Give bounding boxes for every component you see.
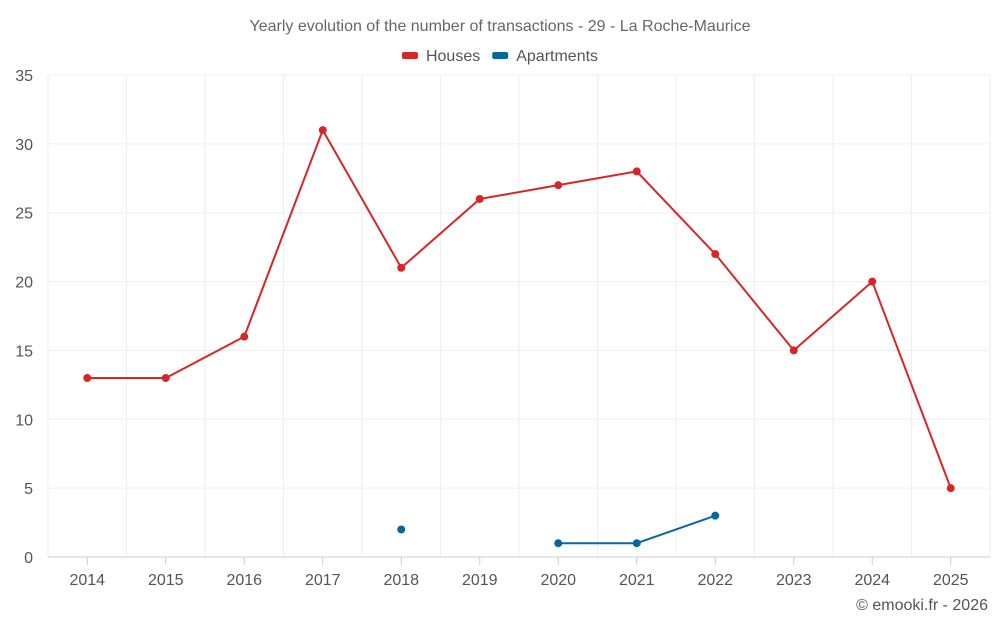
- legend-item-apartments[interactable]: [492, 52, 509, 59]
- legend-swatch: [401, 52, 418, 59]
- chart-title: Yearly evolution of the number of transa…: [249, 18, 750, 35]
- x-tick-label: 2018: [383, 572, 419, 589]
- y-axis: 0 5 10 15 20 25 30 35: [15, 68, 33, 567]
- x-tick-label: 2015: [148, 572, 184, 589]
- gridlines: [47, 74, 991, 557]
- legend: Houses Apartments: [401, 48, 598, 65]
- series-layer: [83, 126, 955, 548]
- x-tick-label: 2016: [226, 572, 262, 589]
- x-tick-label: 2017: [305, 572, 341, 589]
- data-point[interactable]: [161, 373, 170, 382]
- x-tick-label: 2019: [462, 572, 498, 589]
- data-point[interactable]: [789, 346, 798, 355]
- data-point[interactable]: [711, 511, 720, 520]
- data-point[interactable]: [632, 539, 641, 548]
- credit-text: © emooki.fr - 2026: [856, 597, 988, 614]
- x-tick-label: 2023: [776, 572, 812, 589]
- series-houses: [83, 126, 955, 493]
- legend-label: Houses: [426, 48, 480, 65]
- series-line: [87, 129, 952, 489]
- y-tick-label: 35: [15, 68, 33, 85]
- data-point[interactable]: [946, 484, 955, 493]
- y-tick-label: 0: [24, 550, 33, 567]
- y-tick-label: 25: [15, 206, 33, 223]
- y-tick-label: 20: [15, 275, 33, 292]
- y-tick-label: 30: [15, 137, 33, 154]
- y-tick-label: 5: [24, 481, 33, 498]
- series-line: [558, 514, 716, 545]
- x-axis: 2014 2015 2016 2017 2018 2019 2020 2021 2022 2023…: [48, 556, 990, 589]
- data-point[interactable]: [868, 277, 877, 286]
- x-tick-label: 2020: [540, 572, 576, 589]
- x-tick-label: 2022: [697, 572, 733, 589]
- data-point[interactable]: [711, 250, 720, 259]
- legend-item-houses[interactable]: [401, 52, 418, 59]
- legend-swatch: [492, 52, 509, 59]
- data-point[interactable]: [83, 373, 92, 382]
- x-tick-label: 2014: [69, 572, 105, 589]
- legend-label: Apartments: [516, 48, 598, 65]
- data-point[interactable]: [554, 181, 563, 190]
- x-tick-label: 2025: [933, 572, 969, 589]
- data-point[interactable]: [240, 332, 249, 341]
- y-tick-label: 15: [15, 343, 33, 360]
- x-tick-label: 2024: [854, 572, 890, 589]
- series-apartments: [397, 511, 720, 548]
- data-point[interactable]: [632, 167, 641, 176]
- data-point[interactable]: [554, 539, 563, 548]
- data-point[interactable]: [397, 263, 406, 272]
- data-point[interactable]: [475, 194, 484, 203]
- data-point[interactable]: [397, 525, 406, 534]
- y-tick-label: 10: [15, 412, 33, 429]
- x-tick-label: 2021: [619, 572, 655, 589]
- data-point[interactable]: [318, 126, 327, 135]
